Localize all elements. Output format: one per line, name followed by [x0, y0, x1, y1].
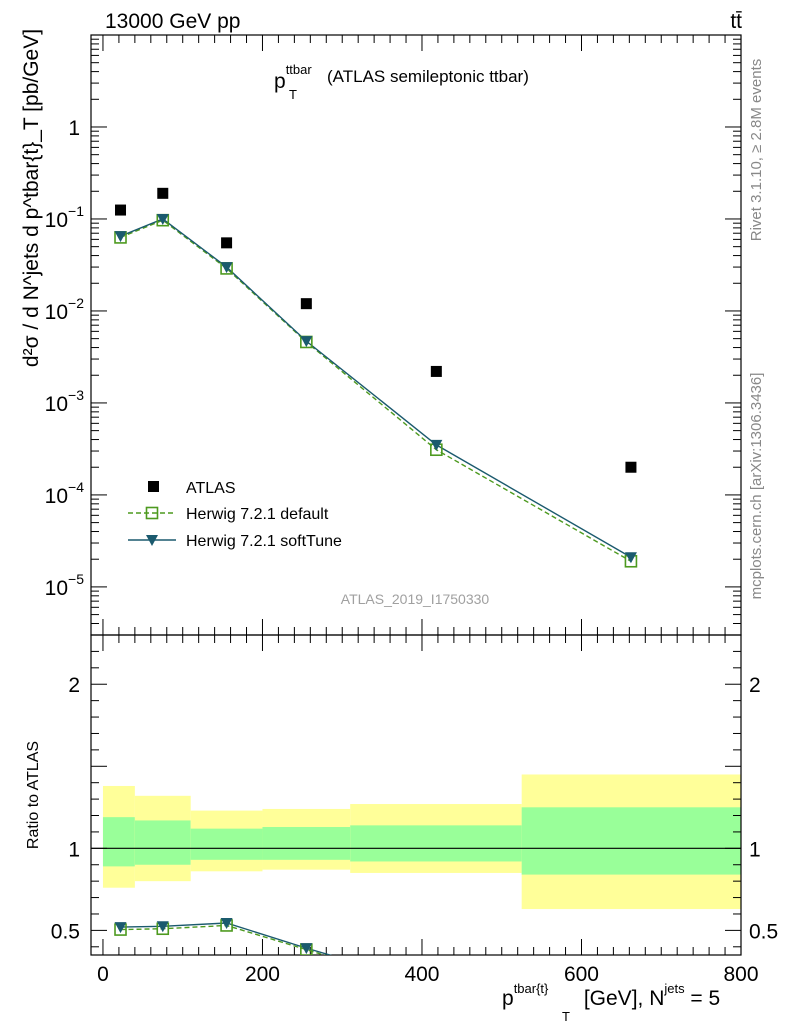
ratio-ylabel: Ratio to ATLAS [25, 741, 42, 849]
ratio-softtune-line [120, 922, 333, 955]
plot-title-main: p [274, 70, 286, 93]
legend: ATLAS Herwig 7.2.1 default Herwig 7.2.1 so… [128, 480, 342, 550]
band-inner-3 [262, 827, 351, 860]
x-axis-label: ptbar{t} T [GeV], Njets = 5 [502, 981, 720, 1024]
main-ytick-base: 10 [45, 485, 68, 508]
legend-label: ATLAS [186, 480, 236, 497]
ratio-ytick-label: 2 [68, 674, 80, 697]
ratio-ytick-label-right: 1 [749, 838, 761, 861]
ratio-ytick-label: 0.5 [51, 920, 80, 943]
main-ytick-label: 10−5 [45, 571, 85, 600]
main-ylabel: d²σ / d N^jets d p^tbar{t}_T [pb/GeV] [20, 29, 43, 367]
plot-title-sub: T [289, 87, 297, 102]
main-ytick-label: 10−1 [45, 203, 85, 232]
legend-atlas-marker [148, 481, 159, 492]
band-inner-4 [350, 825, 522, 862]
main-ytick-exp: −1 [68, 203, 84, 219]
ratio-softtune-point [114, 922, 127, 934]
ratio-softtune-point [156, 921, 169, 933]
default-line [120, 219, 632, 562]
main-ytick-label: 1 [68, 117, 80, 140]
plot-title-rest: (ATLAS semileptonic ttbar) [327, 67, 529, 86]
main-ytick-exp: −4 [68, 479, 84, 495]
softtune-point [430, 439, 443, 451]
plot-title-sup: ttbar [286, 62, 313, 77]
xtick-label: 0 [97, 963, 109, 986]
ratio-series [114, 918, 333, 955]
main-ytick-label: 10−4 [45, 479, 85, 508]
ratio-default-line [120, 924, 327, 955]
xlabel-sup: tbar{t} [514, 981, 549, 996]
ratio-softtune-point [220, 918, 233, 929]
xtick-label: 400 [404, 963, 439, 986]
main-ytick-exp: −5 [68, 571, 84, 587]
softtune-point [624, 552, 637, 564]
atlas-point [300, 298, 312, 310]
main-ytick-base: 10 [45, 393, 68, 416]
legend-softtune-marker [146, 535, 158, 546]
axis-ticks [91, 34, 742, 955]
series-markers [114, 187, 638, 568]
ratio-panel-frame [90, 634, 742, 956]
xtick-label: 800 [723, 963, 758, 986]
tick-labels: 110−110−210−310−410−50.5 0.51 12 20 200 400 60… [45, 117, 779, 986]
analysis-watermark: ATLAS_2019_I1750330 [341, 591, 490, 607]
ratio-bands [91, 774, 741, 910]
plot-title: pttbar T (ATLAS semileptonic ttbar) [274, 62, 529, 102]
xlabel-end: = 5 [685, 987, 721, 1010]
series-lines [114, 218, 632, 955]
ratio-ytick-label-right: 0.5 [749, 920, 778, 943]
main-ytick-label: 10−3 [45, 387, 85, 416]
legend-label: Herwig 7.2.1 softTune [186, 533, 342, 550]
xlabel-sub: T [562, 1009, 570, 1024]
mcplots-label: mcplots.cern.ch [arXiv:1306.3436] [748, 373, 765, 600]
xlabel-sup2: jets [663, 981, 685, 996]
band-inner-5 [521, 807, 741, 875]
softtune-point [156, 213, 169, 225]
main-ytick-base: 10 [45, 301, 68, 324]
atlas-point [157, 187, 169, 199]
band-inner-0 [102, 817, 135, 867]
atlas-point [430, 365, 442, 377]
softtune-point [114, 231, 127, 243]
atlas-point [115, 204, 127, 216]
process-label: tt̄ [730, 10, 742, 33]
ratio-ytick-label-right: 2 [749, 674, 761, 697]
legend-label: Herwig 7.2.1 default [186, 506, 329, 523]
ratio-ytick-label: 1 [68, 838, 80, 861]
main-ytick-label: 10−2 [45, 295, 85, 324]
ratio-softtune-point [300, 943, 313, 955]
xlabel-main: p [502, 987, 514, 1010]
atlas-point [221, 237, 233, 249]
xtick-label: 600 [564, 963, 599, 986]
main-ytick-base: 10 [45, 209, 68, 232]
atlas-point [625, 461, 637, 473]
xlabel-rest: [GeV], N [578, 987, 664, 1010]
softtune-line [120, 218, 632, 558]
main-ytick-exp: −3 [68, 387, 84, 403]
legend-default-marker [145, 506, 159, 520]
energy-label: 13000 GeV pp [105, 10, 240, 33]
band-inner-2 [190, 828, 263, 860]
main-ytick-exp: −2 [68, 295, 84, 311]
rivet-label: Rivet 3.1.10, ≥ 2.8M events [748, 59, 765, 242]
softtune-point [300, 336, 313, 348]
softtune-point [220, 262, 233, 274]
band-inner-1 [134, 820, 191, 865]
main-ylabel-text: d²σ / d N^jets d p^tbar{t}_T [pb/GeV] [20, 29, 43, 367]
xtick-label: 200 [245, 963, 280, 986]
main-ytick-base: 10 [45, 577, 68, 600]
